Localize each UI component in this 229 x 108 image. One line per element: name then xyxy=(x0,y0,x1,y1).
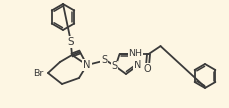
Text: S: S xyxy=(111,61,117,71)
Text: N: N xyxy=(133,60,141,70)
Text: S: S xyxy=(67,37,74,47)
Text: NH: NH xyxy=(128,49,142,58)
Text: Br: Br xyxy=(33,68,43,78)
Text: N: N xyxy=(83,60,90,70)
Text: S: S xyxy=(101,55,106,65)
Text: N: N xyxy=(129,50,136,60)
Text: O: O xyxy=(143,64,151,74)
